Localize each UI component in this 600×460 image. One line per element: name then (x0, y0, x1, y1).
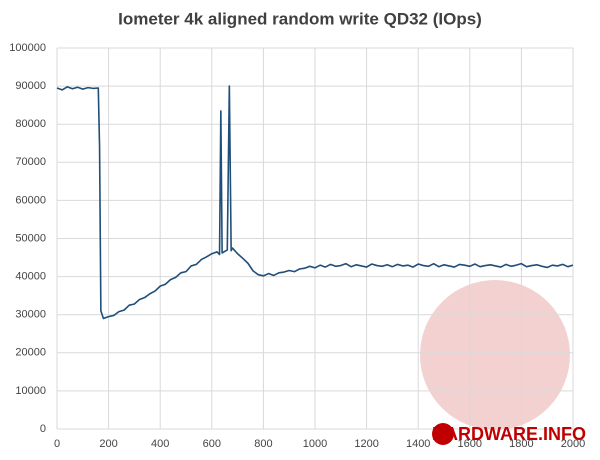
data-line (56, 85, 574, 320)
y-tick-label: 100000 (9, 42, 46, 54)
y-tick-label: 30000 (15, 309, 46, 321)
watermark-text: HARDWARE.INFO (432, 424, 586, 444)
y-tick-label: 40000 (15, 271, 46, 283)
x-tick-label: 1600 (458, 438, 482, 450)
x-tick-label: 2000 (561, 438, 585, 450)
y-tick-label: 20000 (15, 347, 46, 359)
y-tick-label: 10000 (15, 385, 46, 397)
y-tick-label: 50000 (15, 232, 46, 244)
x-tick-label: 200 (99, 438, 117, 450)
watermark-circle (420, 280, 570, 430)
y-tick-label: 70000 (15, 156, 46, 168)
watermark-badge (432, 423, 454, 445)
watermark-logo (420, 280, 570, 430)
x-tick-label: 1800 (509, 438, 533, 450)
x-tick-label: 1000 (303, 438, 327, 450)
y-tick-label: 60000 (15, 194, 46, 206)
x-tick-label: 600 (203, 438, 221, 450)
x-tick-label: 1200 (354, 438, 378, 450)
y-tick-label: 80000 (15, 118, 46, 130)
chart-title: Iometer 4k aligned random write QD32 (IO… (118, 9, 482, 28)
y-tick-label: 90000 (15, 80, 46, 92)
x-tick-label: 1400 (406, 438, 430, 450)
x-tick-label: 400 (151, 438, 169, 450)
y-tick-label: 0 (40, 423, 46, 435)
x-tick-label: 0 (54, 438, 60, 450)
x-tick-label: 800 (254, 438, 272, 450)
